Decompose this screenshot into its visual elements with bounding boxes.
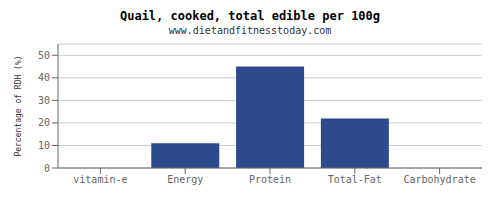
html-text:Quail, cooked, total edible pe: Quail, cooked, total edible per 100g xyxy=(120,9,380,23)
svg-text:10: 10 xyxy=(38,140,50,151)
svg-text:Percentage of RDH (%): Percentage of RDH (%) xyxy=(14,55,23,156)
html-text:www.dietandfitnesstoday.com: www.dietandfitnesstoday.com xyxy=(168,25,332,36)
svg-text:0: 0 xyxy=(44,163,50,174)
svg-text:30: 30 xyxy=(38,95,50,106)
svg-text:Energy: Energy xyxy=(167,174,203,185)
svg-text:Total-Fat: Total-Fat xyxy=(328,174,382,185)
svg-text:Protein: Protein xyxy=(249,174,291,185)
svg-text:40: 40 xyxy=(38,72,50,83)
svg-text:vitamin-e: vitamin-e xyxy=(73,174,127,185)
svg-text:Carbohydrate: Carbohydrate xyxy=(403,174,475,185)
svg-text:20: 20 xyxy=(38,117,50,128)
svg-text:50: 50 xyxy=(38,50,50,61)
